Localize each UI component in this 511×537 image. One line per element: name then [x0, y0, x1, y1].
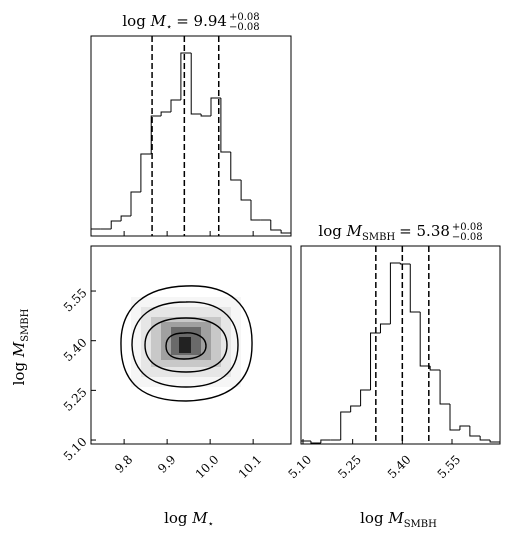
histogram-step — [479, 436, 491, 441]
panel-title-symbol: M — [150, 12, 167, 30]
x-axis-label-subscript: ⋆ — [208, 519, 214, 530]
histogram-step — [270, 220, 282, 231]
histogram-step — [389, 262, 401, 324]
histogram-step — [439, 370, 451, 405]
histogram-step — [110, 220, 122, 229]
histogram-step — [399, 263, 411, 265]
contours — [120, 285, 253, 402]
x-axis-label-func: log — [360, 509, 384, 527]
histogram-step — [220, 98, 231, 153]
histogram-step — [150, 115, 162, 154]
panel-title-equals: = 5.38 — [399, 222, 450, 240]
x-axis-label-subscript: SMBH — [404, 519, 437, 530]
histogram-step — [250, 200, 261, 221]
panel-title-symbol: M — [346, 222, 363, 240]
panel-title-subscript: SMBH — [362, 232, 395, 243]
histogram-step — [300, 440, 311, 444]
histogram-step — [459, 425, 470, 430]
histogram-step — [170, 99, 181, 112]
panel-title-sub: −0.08 — [229, 22, 260, 33]
y-axis-label-subscript: SMBH — [20, 308, 31, 341]
histogram-step — [190, 53, 202, 115]
panel-title-func: log — [318, 222, 342, 240]
x-axis-label-group: log MSMBH — [360, 509, 437, 530]
panel-title-subscript: ⋆ — [166, 22, 172, 33]
histogram-step — [409, 264, 421, 313]
histogram-step — [160, 111, 171, 116]
panel-frame — [90, 245, 292, 445]
x-axis-label-group: log M⋆ — [164, 509, 214, 530]
panel-title-sup: +0.08 — [452, 222, 483, 233]
histogram-step — [340, 411, 351, 440]
density-image — [131, 297, 241, 387]
y-axis-label: log MSMBH — [10, 308, 31, 385]
histogram-step — [310, 441, 321, 444]
panel-title-equals: = 9.94 — [176, 12, 227, 30]
histogram-step — [120, 215, 131, 221]
x-axis-label-symbol: M — [191, 509, 208, 527]
histogram-step — [240, 180, 251, 201]
histogram-step — [419, 312, 431, 367]
panel-title: log M⋆ = 9.94 — [122, 12, 227, 33]
panel-title-group: log MSMBH = 5.38 +0.08−0.08 — [318, 222, 482, 243]
histogram-step — [360, 389, 371, 406]
x-axis-label: log M⋆ — [164, 509, 214, 530]
histogram-step — [130, 191, 141, 216]
panel-frame — [300, 245, 501, 445]
x-axis-label: log MSMBH — [360, 509, 437, 530]
histogram-step — [469, 426, 481, 437]
histogram-step — [370, 332, 381, 390]
y-axis-label-group: log MSMBH — [10, 308, 31, 385]
panel-title-sup: +0.08 — [229, 12, 260, 23]
histogram-step — [379, 323, 391, 333]
histogram-step — [489, 440, 501, 444]
histogram-step — [180, 52, 192, 100]
histogram-step — [210, 97, 221, 116]
panel-title-sub: −0.08 — [452, 232, 483, 243]
histogram-step — [230, 152, 242, 181]
panel-title: log MSMBH = 5.38 — [318, 222, 450, 243]
histogram-step — [280, 230, 292, 236]
panel-title-group: log M⋆ = 9.94 +0.08−0.08 — [122, 12, 259, 33]
x-axis-label-func: log — [164, 509, 188, 527]
histogram-step — [429, 366, 441, 371]
histogram-step — [320, 439, 331, 443]
panel-frame — [90, 35, 292, 237]
histogram-step — [449, 404, 460, 431]
histogram-step — [200, 114, 211, 117]
y-axis-label-symbol: M — [10, 341, 28, 358]
histogram-step — [140, 153, 152, 192]
histogram-step — [350, 405, 361, 412]
x-axis-label-symbol: M — [387, 509, 404, 527]
panel-title-func: log — [122, 12, 146, 30]
histogram-step — [90, 228, 101, 236]
y-axis-label-func: log — [10, 362, 28, 386]
